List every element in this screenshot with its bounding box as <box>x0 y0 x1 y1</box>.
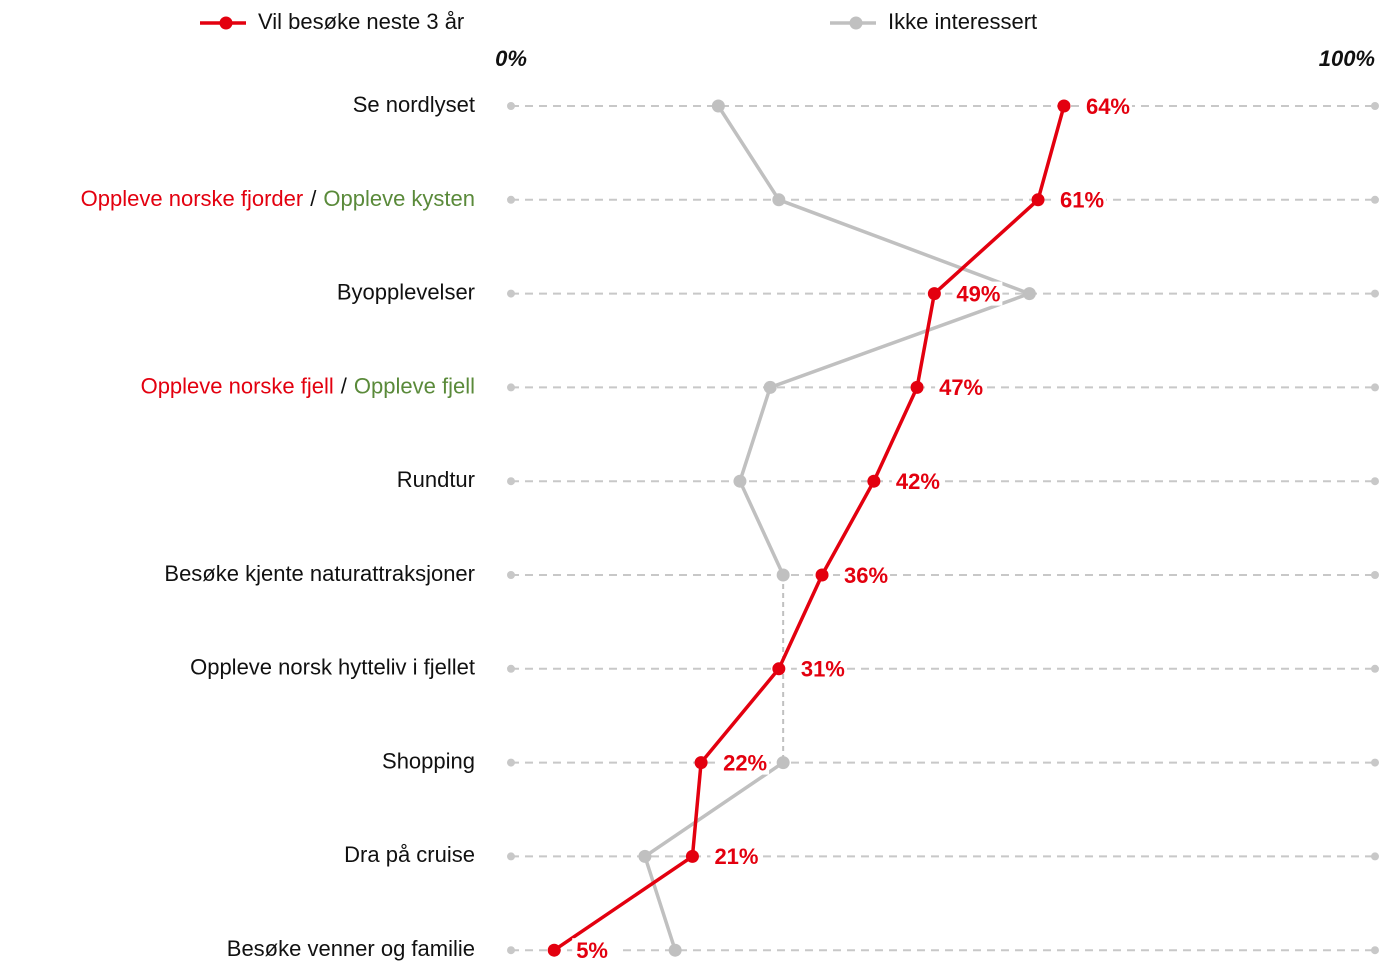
category-label: Besøke venner og familie <box>227 936 475 961</box>
grid-end-dot <box>1371 758 1379 767</box>
category-label: Oppleve norske fjorder / Oppleve kysten <box>81 186 475 211</box>
data-label: 61% <box>1060 188 1104 213</box>
point <box>776 568 790 582</box>
data-label: 31% <box>801 657 845 682</box>
category-label: Se nordlyset <box>353 92 475 117</box>
grid-end-dot <box>507 758 515 767</box>
label-bg <box>840 563 891 587</box>
data-label: 36% <box>844 563 888 588</box>
label-bg <box>796 656 847 681</box>
grid-end-dot <box>1371 289 1379 298</box>
grid-end-dot <box>1371 102 1379 110</box>
point <box>1031 193 1045 207</box>
point <box>547 943 561 957</box>
grid-end-dot <box>507 195 515 204</box>
grid-end-dot <box>507 289 515 298</box>
label-bg <box>719 750 770 775</box>
point <box>1022 287 1036 301</box>
legend-dot <box>849 16 863 30</box>
label-bg <box>710 844 761 869</box>
point <box>927 287 941 301</box>
label-bg <box>572 938 623 963</box>
grid-end-dot <box>1371 477 1379 486</box>
point <box>638 849 652 863</box>
grid-end-dot <box>1371 664 1379 673</box>
data-label: 21% <box>714 844 758 869</box>
label-bg <box>1056 187 1107 212</box>
category-label: Oppleve norsk hytteliv i fjellet <box>190 655 475 680</box>
label-bg <box>935 375 986 400</box>
x-tick-label: 100% <box>1319 46 1375 71</box>
point <box>763 380 777 394</box>
grid-end-dot <box>1371 383 1379 392</box>
data-label: 47% <box>939 375 983 400</box>
category-label-part: / <box>341 373 348 398</box>
grid-end-dot <box>1371 946 1379 955</box>
point <box>867 474 881 488</box>
grid-end-dot <box>507 383 515 392</box>
legend-label: Vil besøke neste 3 år <box>258 9 464 34</box>
grid-end-dot <box>507 571 515 579</box>
label-bg <box>891 469 942 494</box>
category-label: Besøke kjente naturattraksjoner <box>164 561 475 586</box>
category-label: Shopping <box>382 748 475 773</box>
point <box>685 849 699 863</box>
point <box>1057 99 1071 113</box>
category-label-part: / <box>310 186 317 211</box>
category-label: Rundtur <box>397 467 475 492</box>
grid-end-dot <box>507 946 515 955</box>
point <box>815 568 829 582</box>
point <box>772 662 786 676</box>
point <box>910 380 924 394</box>
series-line <box>716 105 1032 576</box>
data-label: 64% <box>1086 94 1130 119</box>
data-label: 42% <box>896 469 940 494</box>
grid-end-dot <box>1371 852 1379 861</box>
grid-end-dot <box>1371 195 1379 204</box>
grid-end-dot <box>507 477 515 486</box>
grid-end-dot <box>1371 571 1379 579</box>
point <box>711 99 725 113</box>
category-label: Dra på cruise <box>344 842 475 867</box>
point <box>668 943 682 957</box>
category-label-part: Oppleve kysten <box>323 186 475 211</box>
legend-dot <box>219 16 233 30</box>
category-label-part: Oppleve norske fjell <box>141 373 334 398</box>
point <box>772 193 786 207</box>
point <box>694 756 708 770</box>
point <box>776 756 790 770</box>
category-label-part: Oppleve fjell <box>354 373 475 398</box>
point <box>733 474 747 488</box>
data-label: 5% <box>576 938 608 963</box>
label-bg <box>1081 94 1132 118</box>
data-label: 49% <box>956 281 1000 306</box>
category-label-part: Oppleve norske fjorder <box>81 186 304 211</box>
category-label: Oppleve norske fjell / Oppleve fjell <box>141 373 475 398</box>
category-label: Byopplevelser <box>337 279 475 304</box>
data-label: 22% <box>723 750 767 775</box>
x-tick-label: 0% <box>495 46 527 71</box>
legend-label: Ikke interessert <box>888 9 1037 34</box>
series-line <box>553 105 1066 952</box>
grid-end-dot <box>507 102 515 110</box>
grid-end-dot <box>507 852 515 861</box>
grid-end-dot <box>507 664 515 673</box>
label-bg <box>952 281 1003 306</box>
